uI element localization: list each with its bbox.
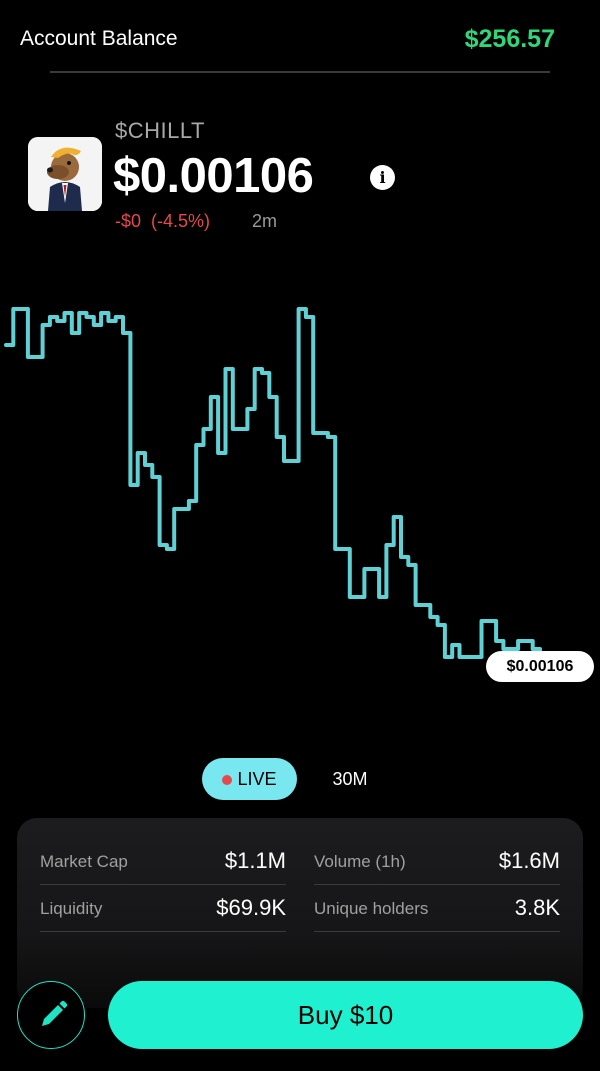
stat-value: 3.8K xyxy=(514,895,560,920)
account-balance-value[interactable]: $256.57 xyxy=(464,25,555,53)
stat-value: $69.9K xyxy=(216,895,286,920)
price-change-percent: (-4.5%) xyxy=(151,211,211,231)
tab-live-label: LIVE xyxy=(237,769,277,789)
stat-label: Volume (1h) xyxy=(314,852,406,871)
stat-market-cap: Market Cap $1.1M xyxy=(40,838,286,885)
stat-liquidity: Liquidity $69.9K xyxy=(40,885,286,932)
price-change-absolute: -$0 xyxy=(115,211,142,231)
stat-value: $1.1M xyxy=(224,848,286,873)
info-icon[interactable]: i xyxy=(370,165,395,190)
token-ticker: $CHILLT xyxy=(115,118,205,143)
stats-panel: Market Cap $1.1M Volume (1h) $1.6M Liqui… xyxy=(17,818,583,1008)
account-balance-label: Account Balance xyxy=(20,27,178,50)
token-header: $CHILLT $0.00106 i -$0 (-4.5%) 2m xyxy=(28,118,588,238)
header-divider xyxy=(50,71,550,73)
token-price: $0.00106 xyxy=(113,149,314,203)
current-price-tag: $0.00106 xyxy=(486,651,594,682)
live-dot-icon xyxy=(222,775,233,785)
edit-button[interactable] xyxy=(17,981,85,1049)
buy-button[interactable]: Buy $10 xyxy=(108,981,583,1049)
token-logo-icon xyxy=(28,137,102,211)
change-timeframe: 2m xyxy=(252,211,278,231)
stat-label: Market Cap xyxy=(40,852,128,871)
stat-label: Unique holders xyxy=(314,899,429,918)
tab-live[interactable]: LIVE xyxy=(202,758,297,800)
stat-unique-holders: Unique holders 3.8K xyxy=(314,885,560,932)
tab-30m[interactable]: 30M xyxy=(332,769,368,789)
top-bar: Account Balance $256.57 xyxy=(0,0,600,73)
price-line xyxy=(4,307,542,659)
stat-label: Liquidity xyxy=(40,899,103,918)
price-change: -$0 (-4.5%) xyxy=(115,211,210,232)
pencil-icon xyxy=(42,1000,68,1026)
stat-volume: Volume (1h) $1.6M xyxy=(314,838,560,885)
timeframe-tabs: LIVE 30M xyxy=(0,758,600,802)
stat-value: $1.6M xyxy=(498,848,560,873)
